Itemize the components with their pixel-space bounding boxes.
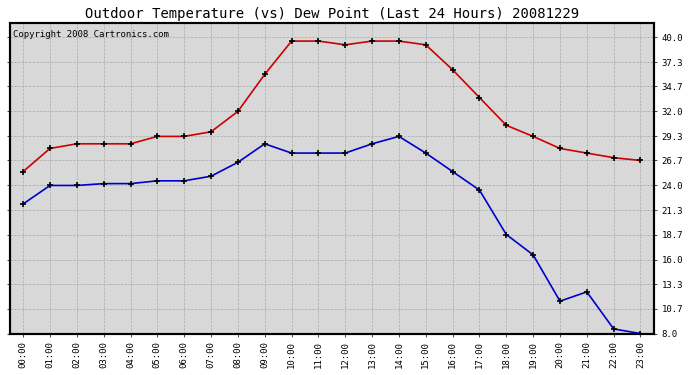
Text: Copyright 2008 Cartronics.com: Copyright 2008 Cartronics.com <box>13 30 169 39</box>
Title: Outdoor Temperature (vs) Dew Point (Last 24 Hours) 20081229: Outdoor Temperature (vs) Dew Point (Last… <box>85 7 579 21</box>
